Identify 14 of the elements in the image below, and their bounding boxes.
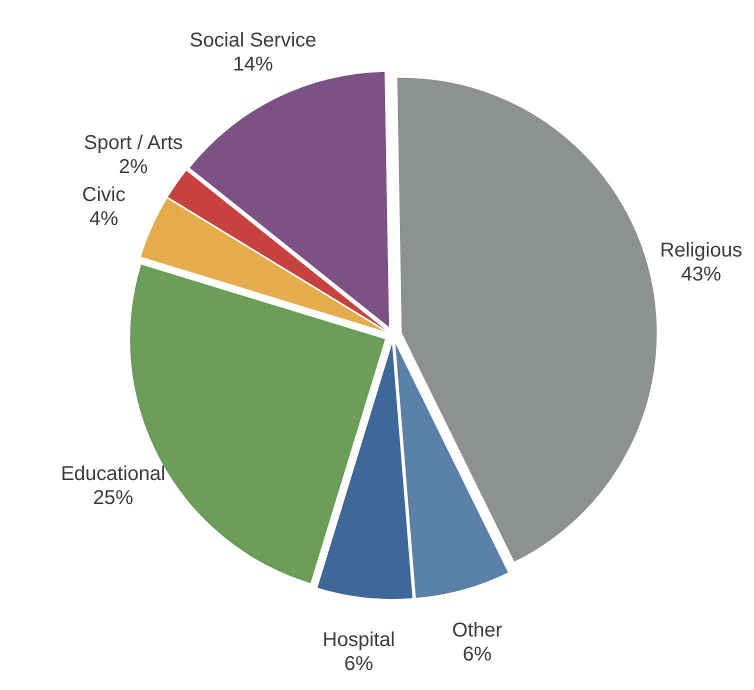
slice-label: Sport / Arts (84, 132, 183, 154)
data-label: 43% (681, 263, 722, 286)
slice-label: Educational (60, 462, 166, 485)
data-label: 14% (233, 54, 274, 76)
data-label: 6% (344, 653, 374, 676)
slice-label: Hospital (322, 629, 395, 652)
slice-label: Other (452, 620, 503, 642)
slice-label: Social Service (190, 30, 316, 52)
data-label: 6% (462, 644, 492, 666)
slice-label: Civic (82, 184, 126, 206)
data-label: 4% (89, 208, 119, 230)
slice-label: Religious (660, 239, 742, 262)
data-label: 25% (93, 486, 134, 509)
data-label: 2% (118, 156, 148, 178)
